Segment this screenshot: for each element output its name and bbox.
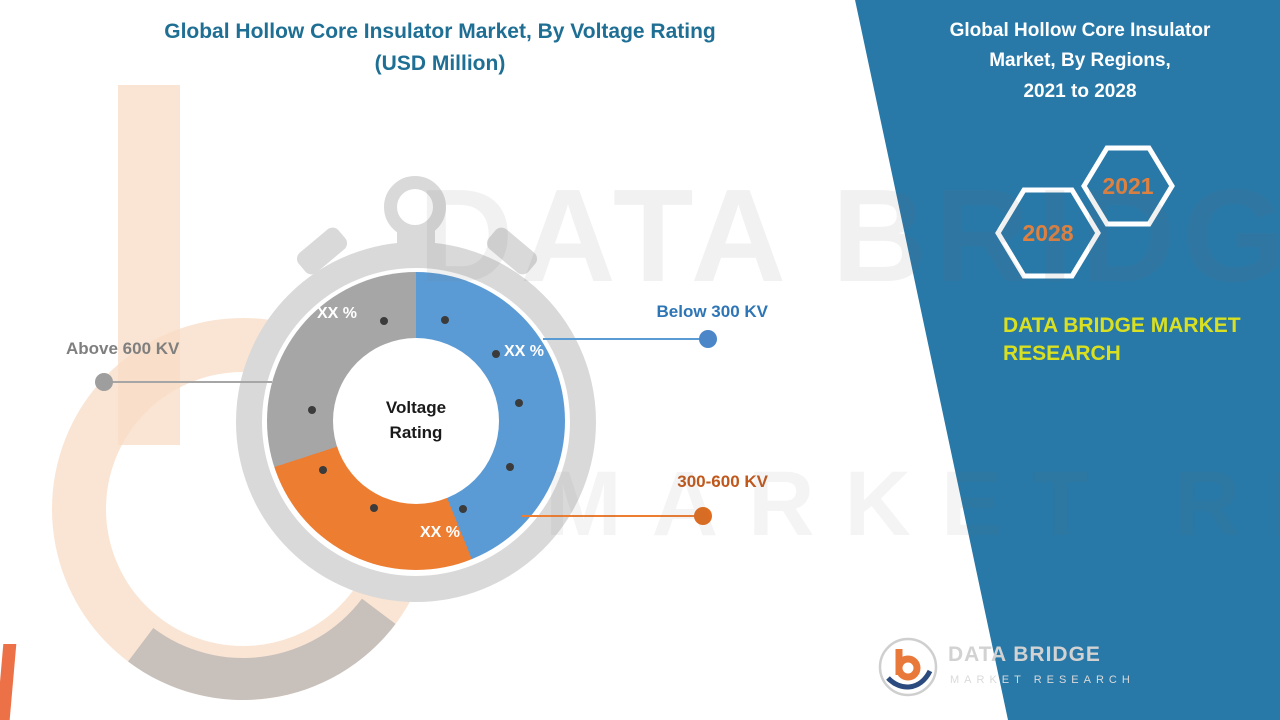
callout-line-above-600kv: [104, 381, 272, 383]
marker-dot-icon: [492, 350, 500, 358]
marker-dot-icon: [441, 316, 449, 324]
segment-value-below-300kv: XX %: [504, 343, 545, 360]
callout-label-above-600kv: Above 600 KV: [66, 339, 180, 358]
marker-dot-icon: [319, 466, 327, 474]
callout-label-300-600kv: 300-600 KV: [677, 472, 768, 491]
segment-value-300-600kv: XX %: [419, 524, 460, 541]
marker-dot-icon: [370, 504, 378, 512]
stopwatch-crown-icon: [384, 176, 446, 238]
corner-accent-shape: [0, 644, 17, 720]
callout-line-300-600kv: [522, 515, 703, 517]
logo-tagline: MARKET RESEARCH: [950, 674, 1135, 686]
marker-dot-icon: [515, 399, 523, 407]
callout-dot-below-300kv-icon: [699, 330, 717, 348]
segment-value-above-600kv: XX %: [317, 305, 358, 322]
brand-name-text: DATA BRIDGE MARKET RESEARCH: [1003, 314, 1241, 366]
year-hexagon-2028: 2028: [993, 185, 1103, 281]
hexagon-icon: [1081, 145, 1175, 227]
callout-dot-300-600kv-icon: [694, 507, 712, 525]
data-bridge-logo-icon: [878, 637, 938, 697]
left-chart-title: Global Hollow Core Insulator Market, By …: [164, 20, 716, 75]
callout-line-below-300kv: [543, 338, 708, 340]
regions-panel-title: Global Hollow Core Insulator Market, By …: [949, 20, 1211, 102]
logo-wordmark: DATA BRIDGE: [948, 643, 1101, 666]
year-hexagon-2021: 2021: [1080, 144, 1176, 228]
marker-dot-icon: [308, 406, 316, 414]
marker-dot-icon: [380, 317, 388, 325]
year-label-2028: 2028: [1022, 219, 1074, 246]
marker-dot-icon: [506, 463, 514, 471]
year-label-2021: 2021: [1102, 172, 1154, 199]
marker-dot-icon: [459, 505, 467, 513]
donut-center: Voltage Rating: [333, 338, 499, 504]
callout-dot-above-600kv-icon: [95, 373, 113, 391]
hexagon-icon: [995, 187, 1101, 279]
callout-label-below-300kv: Below 300 KV: [656, 302, 769, 321]
donut-center-label: Voltage Rating: [385, 398, 447, 442]
